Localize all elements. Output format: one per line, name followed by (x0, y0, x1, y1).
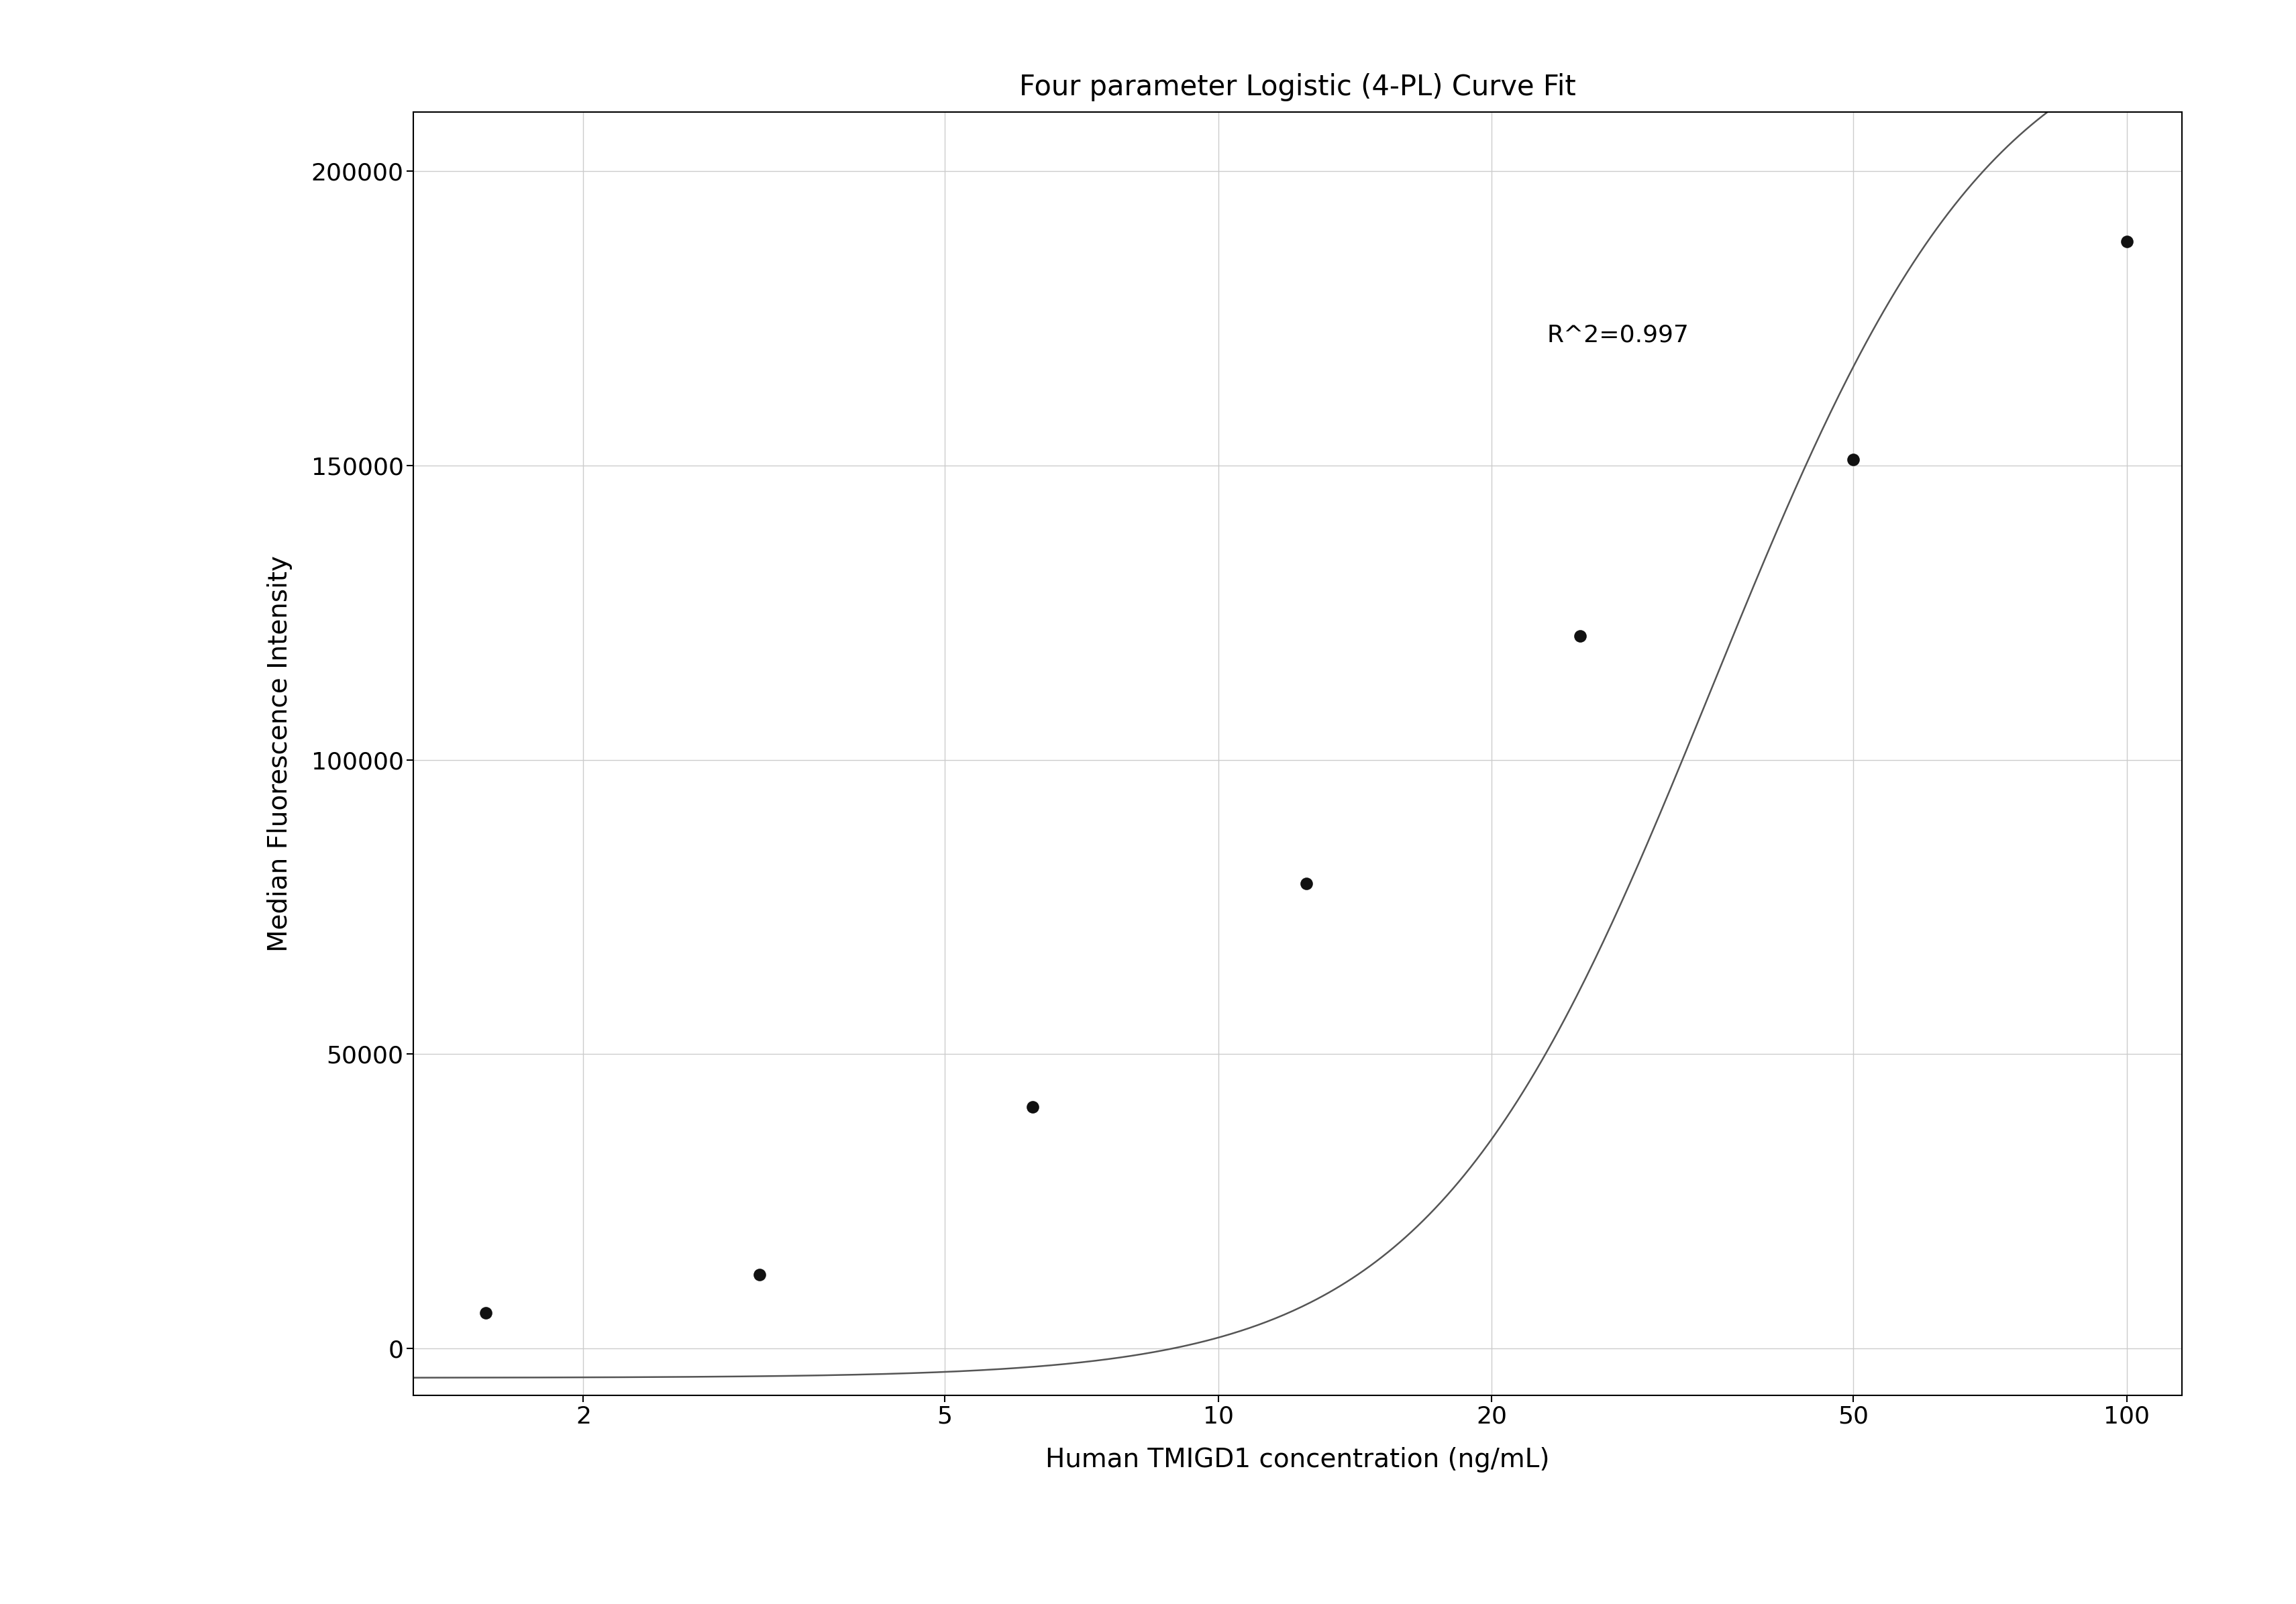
Y-axis label: Median Fluorescence Intensity: Median Fluorescence Intensity (266, 555, 292, 953)
Point (1835, 448, 1871, 473)
Point (1015, 1094, 1052, 1120)
X-axis label: Human TMIGD1 concentration (ng/mL): Human TMIGD1 concentration (ng/mL) (1045, 1447, 1550, 1472)
Point (1561, 624, 1598, 650)
Point (468, 1301, 505, 1327)
Title: Four parameter Logistic (4-PL) Curve Fit: Four parameter Logistic (4-PL) Curve Fit (1019, 74, 1575, 101)
Point (1288, 871, 1325, 897)
Text: R^2=0.997: R^2=0.997 (1548, 324, 1688, 346)
Point (742, 1262, 778, 1288)
Point (2108, 229, 2144, 255)
